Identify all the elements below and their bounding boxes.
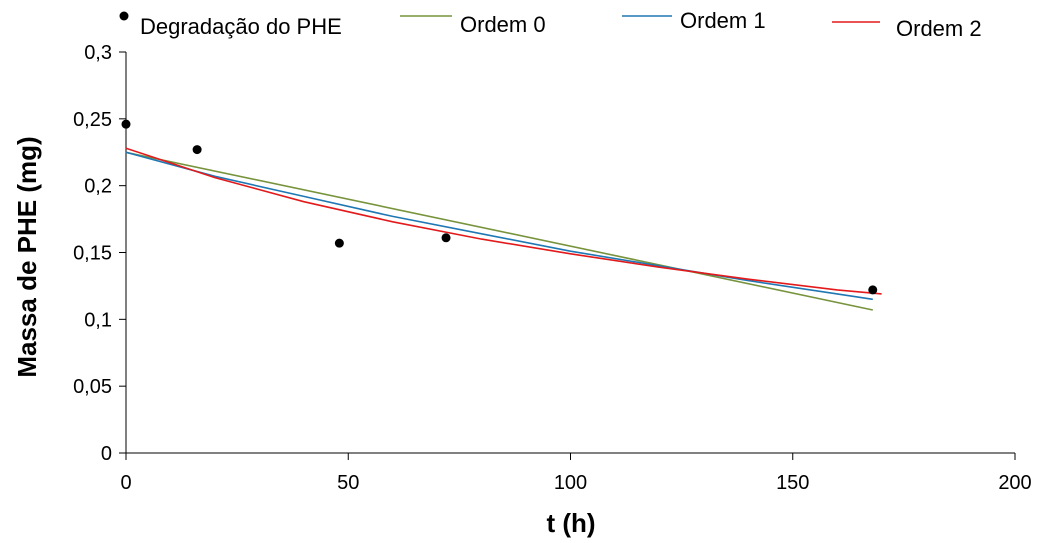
series-line	[125, 151, 873, 311]
legend-marker	[119, 11, 129, 21]
legend-label: Degradação do PHE	[140, 14, 342, 39]
x-tick-label: 200	[998, 472, 1031, 494]
series-line	[125, 147, 882, 295]
data-point	[868, 285, 878, 295]
data-point	[121, 119, 131, 129]
y-tick-label: 0,1	[84, 309, 112, 331]
x-tick-label: 100	[554, 472, 587, 494]
y-tick-label: 0,05	[73, 376, 112, 398]
legend-label: Ordem 2	[896, 16, 982, 41]
data-point	[192, 145, 202, 155]
legend-label: Ordem 1	[680, 8, 766, 33]
legend-label: Ordem 0	[460, 12, 546, 37]
series-layer	[121, 119, 882, 311]
y-tick-label: 0,25	[73, 109, 112, 131]
x-tick-label: 50	[337, 472, 359, 494]
series-line	[125, 151, 873, 301]
y-tick-label: 0,3	[84, 42, 112, 64]
y-tick-label: 0	[101, 443, 112, 465]
x-axis-title: t (h)	[546, 508, 595, 538]
legend: Degradação do PHE Ordem 0 Ordem 1 Ordem 2	[119, 8, 982, 41]
data-point	[334, 238, 344, 248]
y-axis-title: Massa de PHE (mg)	[12, 136, 42, 377]
data-point	[441, 233, 451, 243]
x-tick-label: 150	[776, 472, 809, 494]
x-tick-label: 0	[120, 472, 131, 494]
y-tick-label: 0,2	[84, 176, 112, 198]
axes: 0 50 100 150 200 0 0,05 0,1 0,15 0,2 0,25 0,3	[73, 42, 1032, 494]
y-tick-label: 0,15	[73, 243, 112, 265]
